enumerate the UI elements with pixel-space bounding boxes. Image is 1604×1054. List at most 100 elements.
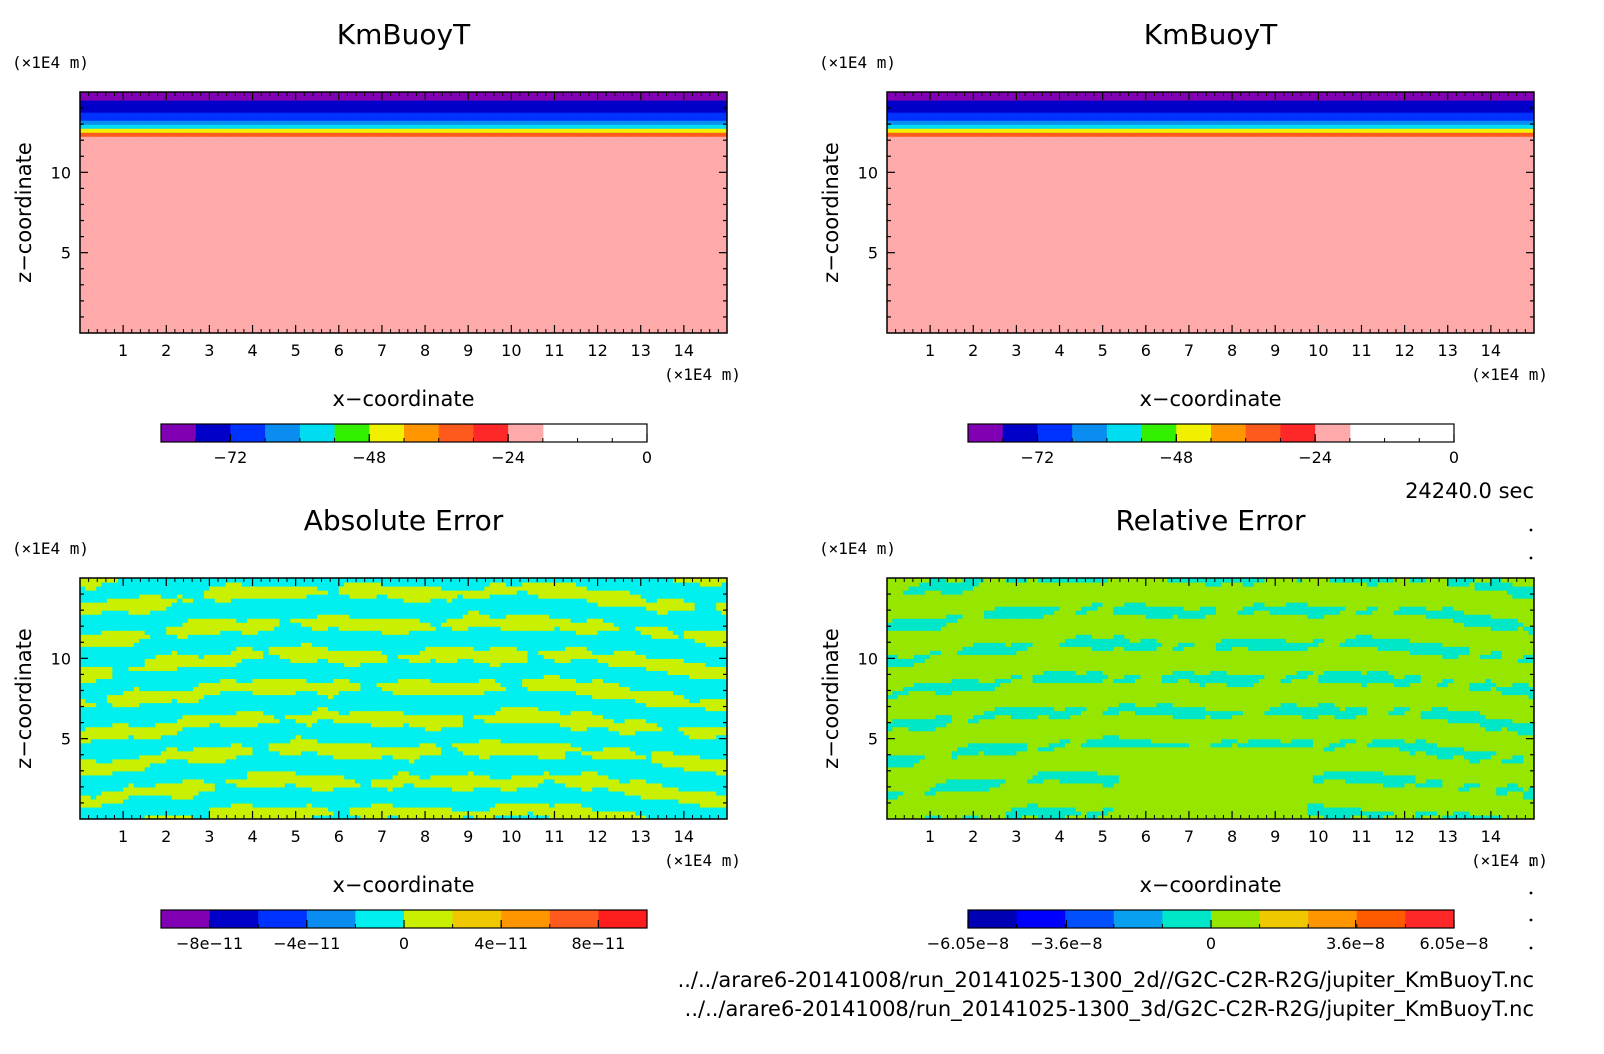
heatmap-cell [473,172,480,177]
heatmap-cell [214,180,221,185]
heatmap-cell [295,184,302,189]
heatmap-cell [328,240,335,246]
heatmap-cell [155,236,162,242]
heatmap-cell [478,204,485,210]
heatmap-cell [430,176,437,181]
heatmap-cell [133,224,140,230]
heatmap-cell [452,212,459,218]
heatmap-cell [651,304,658,310]
heatmap-cell [128,184,135,189]
heatmap-cell [500,196,507,202]
heatmap-cell [301,284,308,290]
heatmap-cell [532,220,539,226]
heatmap-cell [473,236,480,242]
heatmap-cell [128,228,135,234]
heatmap-cell [101,268,108,274]
heatmap-cell [705,296,712,302]
heatmap-cell [662,260,669,266]
heatmap-cell [333,292,340,298]
heatmap-cell [171,188,178,194]
heatmap-cell [673,312,680,318]
heatmap-cell [284,288,291,294]
heatmap-cell [683,228,690,234]
heatmap-cell [619,168,626,173]
heatmap-cell [263,224,270,230]
heatmap-cell [80,192,86,198]
heatmap-cell [247,324,254,330]
heatmap-cell [446,196,453,202]
heatmap-cell [549,228,556,234]
heatmap-cell [516,280,523,286]
heatmap-cell [333,268,340,274]
heatmap-cell [592,184,599,189]
heatmap-cell [317,236,324,242]
heatmap-cell [204,316,210,322]
heatmap-cell [694,248,701,254]
heatmap-cell [101,220,108,226]
heatmap-cell [613,184,620,189]
heatmap-cell [398,308,405,314]
heatmap-cell [101,200,108,206]
heatmap-cell [252,192,259,198]
heatmap-cell [236,216,243,222]
heatmap-cell [608,300,615,306]
heatmap-cell [230,232,237,238]
heatmap-cell [133,320,140,326]
heatmap-cell [651,240,658,246]
heatmap-cell [592,212,599,218]
heatmap-cell [640,280,647,286]
heatmap-cell [209,220,216,226]
heatmap-cell [441,268,448,274]
heatmap-cell [209,188,216,194]
heatmap-cell [673,316,680,322]
heatmap-cell [333,264,340,270]
heatmap-cell [721,240,727,246]
heatmap-cell [198,272,205,278]
heatmap-cell [257,216,264,222]
heatmap-cell [716,296,723,302]
heatmap-cell [284,212,291,218]
heatmap-cell [236,272,243,278]
heatmap-cell [452,296,459,302]
heatmap-cell [532,172,539,177]
heatmap-cell [662,256,669,262]
heatmap-cell [387,252,394,258]
heatmap-cell [435,168,442,173]
heatmap-cell [452,300,459,306]
heatmap-cell [349,284,356,290]
heatmap-cell [430,172,437,177]
heatmap-cell [613,212,620,218]
heatmap-cell [204,288,210,294]
heatmap-cell [532,284,539,290]
heatmap-cell [214,256,221,262]
heatmap-cell [360,256,367,262]
heatmap-cell [247,220,254,226]
heatmap-cell [279,284,286,290]
heatmap-cell [257,312,264,318]
heatmap-cell [166,312,173,318]
heatmap-cell [656,252,663,258]
heatmap-cell [516,276,523,282]
heatmap-cell [187,308,194,314]
heatmap-cell [274,308,281,314]
heatmap-cell [209,168,216,173]
heatmap-cell [139,164,146,169]
heatmap-cell [182,232,189,238]
heatmap-cell [473,176,480,181]
heatmap-cell [624,244,631,250]
heatmap-cell [392,204,399,210]
heatmap-cell [144,320,151,326]
heatmap-cell [570,296,577,302]
heatmap-cell [263,240,270,246]
heatmap-cell [468,212,475,218]
heatmap-cell [673,208,680,214]
heatmap-cell [182,200,189,206]
heatmap-cell [106,268,113,274]
heatmap-cell [511,308,518,314]
heatmap-cell [597,284,604,290]
heatmap-cell [257,284,264,290]
heatmap-cell [106,256,113,262]
heatmap-cell [581,224,588,230]
heatmap-cell [338,304,345,310]
heatmap-cell [683,260,690,266]
